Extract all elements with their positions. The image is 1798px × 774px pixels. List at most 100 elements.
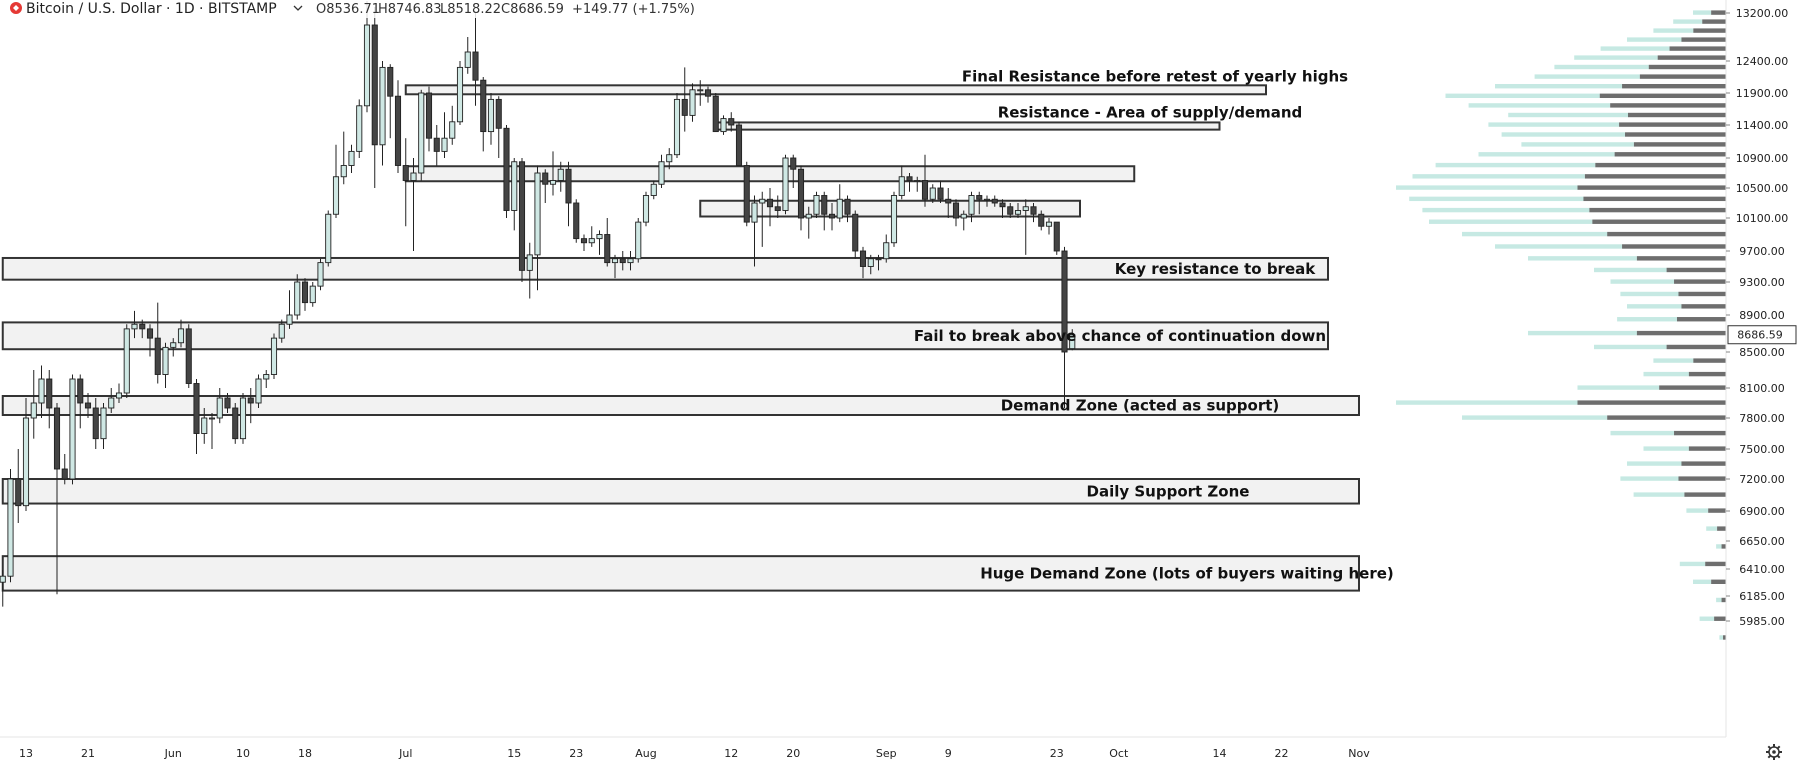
candle[interactable]: [232, 403, 239, 444]
candle[interactable]: [325, 210, 332, 267]
candle[interactable]: [952, 199, 960, 227]
candle[interactable]: [921, 154, 929, 207]
candle[interactable]: [1053, 221, 1060, 255]
candle[interactable]: [53, 403, 61, 595]
candle[interactable]: [340, 131, 347, 185]
candle[interactable]: [596, 230, 603, 255]
candle[interactable]: [642, 191, 650, 227]
price-axis[interactable]: [1725, 0, 1798, 737]
candle[interactable]: [743, 161, 750, 227]
candle[interactable]: [84, 393, 92, 418]
candle[interactable]: [263, 370, 270, 388]
candle[interactable]: [441, 112, 448, 158]
candle[interactable]: [976, 191, 983, 215]
candle[interactable]: [0, 570, 6, 607]
candle[interactable]: [456, 61, 464, 125]
candle[interactable]: [139, 319, 146, 339]
candle[interactable]: [681, 67, 688, 132]
candle[interactable]: [270, 333, 278, 380]
candle[interactable]: [704, 86, 712, 103]
candle[interactable]: [1014, 203, 1022, 218]
candle[interactable]: [852, 210, 859, 259]
candle[interactable]: [255, 374, 262, 409]
candle[interactable]: [673, 93, 681, 158]
candle[interactable]: [751, 195, 758, 267]
candle[interactable]: [433, 125, 440, 166]
candle[interactable]: [1038, 210, 1045, 231]
candle[interactable]: [100, 403, 107, 449]
candle[interactable]: [7, 469, 14, 583]
candle[interactable]: [859, 246, 867, 279]
candle[interactable]: [1007, 203, 1014, 218]
candle[interactable]: [735, 121, 743, 166]
candle[interactable]: [1061, 246, 1068, 408]
candle[interactable]: [193, 379, 200, 454]
candle[interactable]: [177, 319, 185, 348]
candle[interactable]: [410, 158, 417, 251]
candle[interactable]: [666, 148, 673, 170]
candle[interactable]: [805, 206, 812, 239]
candle[interactable]: [945, 188, 952, 218]
candle[interactable]: [92, 398, 99, 449]
candle[interactable]: [356, 99, 363, 158]
candle[interactable]: [154, 302, 161, 384]
candle[interactable]: [332, 144, 340, 218]
candle[interactable]: [1030, 203, 1037, 223]
candle[interactable]: [278, 319, 285, 343]
candle[interactable]: [627, 251, 634, 271]
zone-box-6[interactable]: [1, 395, 1360, 416]
candle[interactable]: [425, 86, 433, 152]
candle[interactable]: [61, 454, 68, 485]
candle[interactable]: [363, 1, 371, 113]
candle[interactable]: [38, 365, 45, 419]
candle[interactable]: [208, 413, 216, 449]
candle[interactable]: [914, 176, 921, 192]
candle[interactable]: [565, 161, 572, 227]
candle[interactable]: [534, 165, 541, 291]
candle[interactable]: [658, 154, 665, 188]
candle[interactable]: [929, 184, 936, 203]
candle[interactable]: [611, 254, 619, 279]
candles-layer[interactable]: [0, 1, 1076, 607]
candle[interactable]: [650, 180, 657, 200]
candle[interactable]: [836, 184, 843, 223]
candle[interactable]: [937, 180, 944, 204]
zone-box-4[interactable]: [1, 256, 1329, 281]
zone-box-7[interactable]: [1, 478, 1360, 505]
candle[interactable]: [301, 278, 309, 311]
candle[interactable]: [828, 203, 836, 231]
candle[interactable]: [418, 89, 425, 181]
candle[interactable]: [22, 398, 30, 511]
candle[interactable]: [503, 125, 510, 218]
candle[interactable]: [604, 218, 611, 267]
header-legend[interactable]: Bitcoin / U.S. Dollar · 1D · BITSTAMP O8…: [0, 0, 695, 18]
candle[interactable]: [844, 195, 851, 223]
candle[interactable]: [759, 191, 766, 247]
zone-box-3[interactable]: [699, 199, 1081, 218]
candle[interactable]: [867, 254, 874, 275]
candle[interactable]: [162, 342, 169, 388]
candle[interactable]: [170, 338, 177, 357]
candle[interactable]: [69, 374, 76, 485]
time-axis[interactable]: [0, 736, 1798, 769]
candle[interactable]: [689, 83, 696, 122]
candle[interactable]: [464, 37, 471, 74]
candle[interactable]: [720, 115, 727, 135]
candle[interactable]: [216, 388, 223, 424]
candle[interactable]: [790, 154, 797, 188]
candle[interactable]: [185, 324, 192, 388]
candle[interactable]: [883, 234, 890, 263]
candle[interactable]: [247, 388, 254, 424]
zone-box-1[interactable]: [714, 121, 1221, 131]
candle[interactable]: [286, 290, 293, 329]
candle[interactable]: [402, 138, 409, 227]
candle[interactable]: [224, 393, 231, 413]
candle[interactable]: [146, 324, 154, 357]
candle[interactable]: [15, 449, 22, 523]
candle[interactable]: [511, 158, 518, 231]
candle[interactable]: [983, 195, 991, 207]
candle[interactable]: [46, 370, 53, 429]
candle[interactable]: [294, 274, 301, 320]
